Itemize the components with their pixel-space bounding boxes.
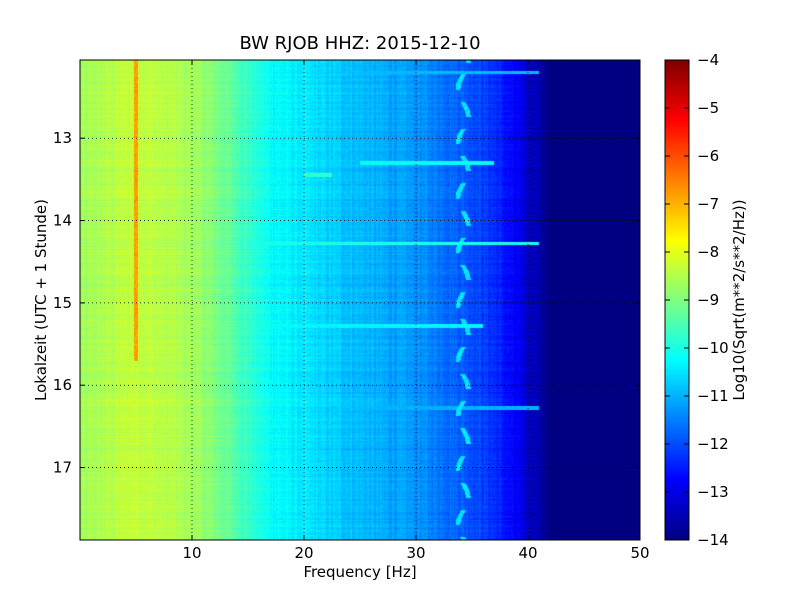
x-tick-label: 30 <box>406 544 425 562</box>
colorbar-ticks: −4 −5 −6 −7 −8 −9 −10 −11 −12 −13 −14 <box>665 51 729 549</box>
colorbar-tick-label: −11 <box>697 387 729 405</box>
y-axis-label: Lokalzeit (UTC + 1 Stunde) <box>32 199 50 401</box>
x-tick-label: 10 <box>182 544 201 562</box>
y-tick-label: 17 <box>53 459 72 477</box>
chart-title: BW RJOB HHZ: 2015-12-10 <box>239 33 480 54</box>
x-tick-label: 40 <box>518 544 537 562</box>
x-tick-label: 20 <box>294 544 313 562</box>
colorbar-tick-label: −9 <box>697 291 719 309</box>
colorbar-tick-label: −8 <box>697 243 719 261</box>
x-axis-label: Frequency [Hz] <box>303 563 416 581</box>
colorbar-tick-label: −10 <box>697 339 729 357</box>
y-tick-label: 16 <box>53 376 72 394</box>
grid-lines <box>80 60 640 540</box>
plot-area <box>80 60 640 540</box>
colorbar-tick-label: −12 <box>697 435 729 453</box>
colorbar-tick-label: −6 <box>697 147 719 165</box>
colorbar-label: Log10(Sqrt(m**2/s**2/Hz)) <box>730 199 748 400</box>
x-axis: 10 20 30 40 50 <box>182 60 650 562</box>
colorbar-tick-label: −13 <box>697 483 729 501</box>
spectrogram-heatmap <box>80 60 640 540</box>
y-tick-label: 14 <box>53 212 72 230</box>
colorbar: −4 −5 −6 −7 −8 −9 −10 −11 −12 −13 −14 Log10(Sqrt(m… <box>664 51 748 549</box>
colorbar-tick-label: −5 <box>697 99 719 117</box>
plot-frame <box>79 59 641 541</box>
colorbar-tick-label: −7 <box>697 195 719 213</box>
x-tick-label: 50 <box>630 544 649 562</box>
colorbar-tick-label: −4 <box>697 51 719 69</box>
colorbar-tick-label: −14 <box>697 531 729 549</box>
y-tick-label: 15 <box>53 294 72 312</box>
y-tick-label: 13 <box>53 129 72 147</box>
y-axis: 13 14 15 16 17 <box>53 129 640 477</box>
